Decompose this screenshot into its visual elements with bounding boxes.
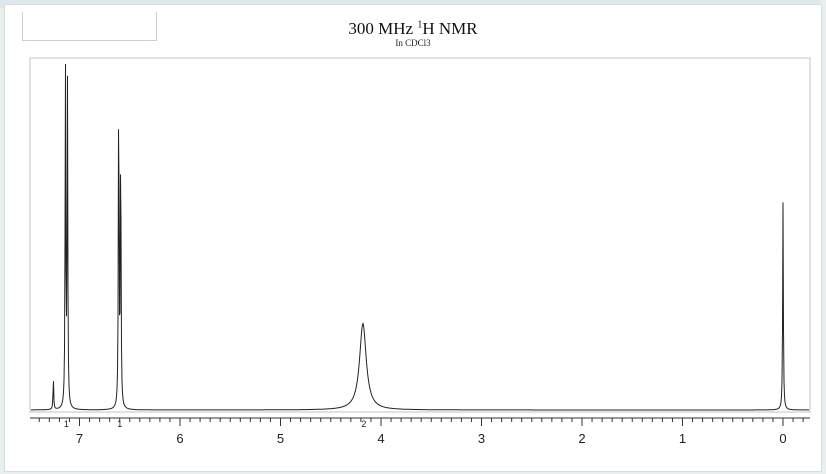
x-tick-label: 0 xyxy=(779,431,786,446)
chart-frame xyxy=(4,4,822,472)
x-tick-label: 3 xyxy=(478,431,485,446)
title-main: 300 MHz xyxy=(348,19,418,38)
plot-border xyxy=(29,57,811,413)
integral-label: 1 xyxy=(64,419,69,429)
x-tick-label: 6 xyxy=(176,431,183,446)
chart-title: 300 MHz 1H NMR xyxy=(0,19,826,39)
corner-panel xyxy=(22,12,157,41)
x-tick-label: 5 xyxy=(277,431,284,446)
x-tick-label: 2 xyxy=(578,431,585,446)
integral-label: 2 xyxy=(361,419,366,429)
x-tick-label: 1 xyxy=(679,431,686,446)
spectrum-trace xyxy=(31,63,809,411)
integral-label: 1 xyxy=(117,419,122,429)
title-superscript: 1 xyxy=(417,19,423,31)
x-tick-label: 7 xyxy=(76,431,83,446)
chart-subtitle: In CDCl3 xyxy=(395,38,431,48)
title-rest: H NMR xyxy=(422,19,478,38)
x-tick-label: 4 xyxy=(377,431,384,446)
